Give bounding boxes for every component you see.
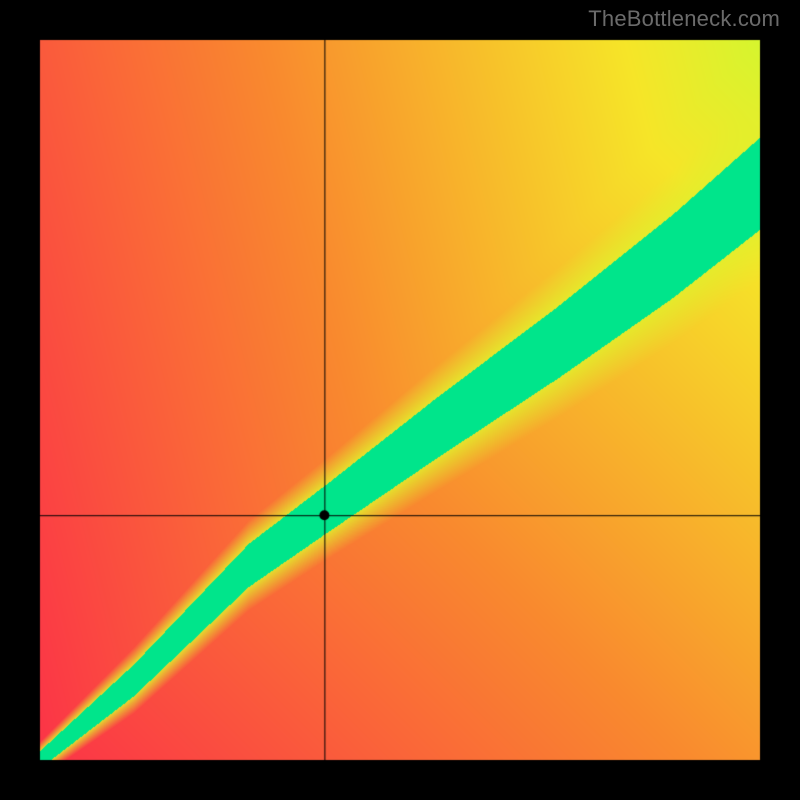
- watermark-text: TheBottleneck.com: [588, 6, 780, 32]
- chart-container: TheBottleneck.com: [0, 0, 800, 800]
- heatmap-canvas: [0, 0, 800, 800]
